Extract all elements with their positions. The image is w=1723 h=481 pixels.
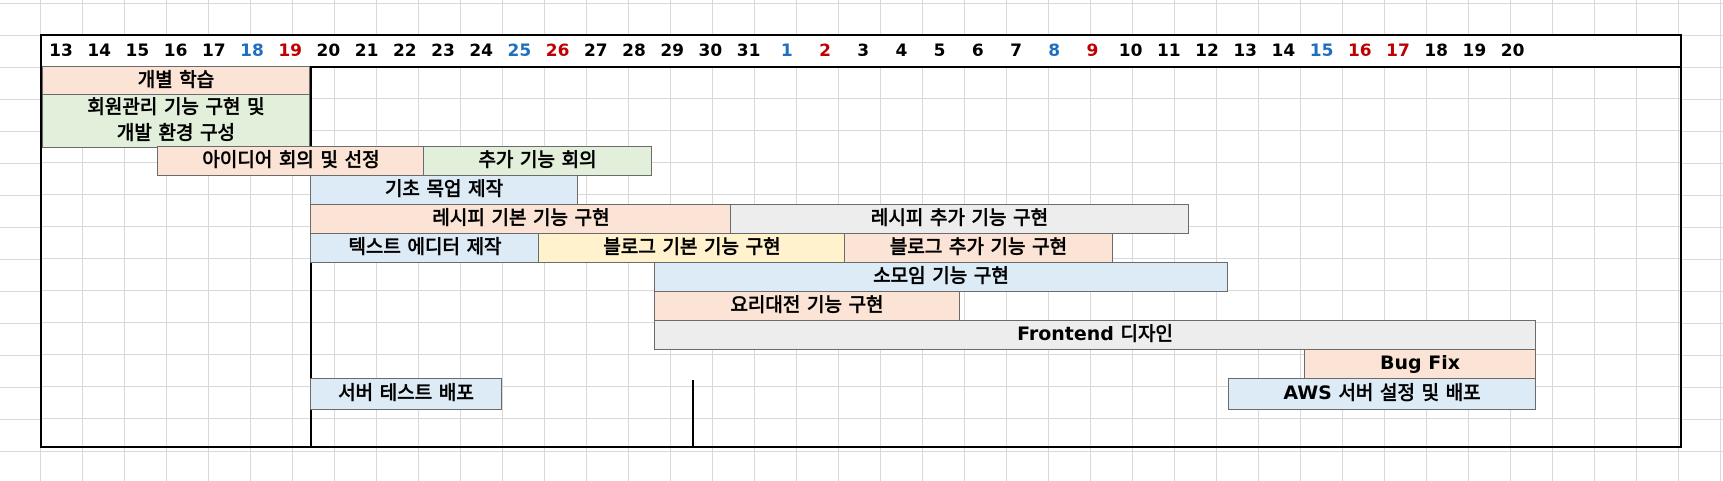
- day-label: 2: [819, 41, 831, 61]
- day-label: 16: [1347, 41, 1372, 61]
- task-recipe-extra[interactable]: 레시피 추가 기능 구현: [730, 204, 1189, 234]
- day-label: 6: [971, 41, 984, 61]
- day-label: 16: [163, 41, 188, 61]
- day-label: 11: [1156, 41, 1181, 61]
- day-label: 28: [622, 41, 646, 61]
- column-divider: [692, 380, 694, 446]
- task-text-editor[interactable]: 텍스트 에디터 제작: [310, 233, 540, 263]
- task-recipe-basic[interactable]: 레시피 기본 기능 구현: [310, 204, 732, 234]
- day-label: 22: [392, 41, 417, 61]
- day-label: 9: [1086, 41, 1099, 61]
- task-aws-deploy[interactable]: AWS 서버 설정 및 배포: [1228, 378, 1536, 410]
- day-label: 19: [1462, 41, 1487, 61]
- day-label: 30: [698, 41, 723, 61]
- day-label: 20: [316, 41, 341, 61]
- gantt-chart: 13 14 15 16 17 18 19 20 21 22 23 24 25 26 27 28 29 30 31 1 2…: [40, 34, 1682, 448]
- day-label: 19: [278, 41, 303, 61]
- task-extra-feature-meeting[interactable]: 추가 기능 회의: [423, 146, 652, 176]
- day-label: 20: [1500, 41, 1525, 61]
- day-label: 17: [201, 41, 226, 61]
- task-cooking-contest[interactable]: 요리대전 기능 구현: [654, 291, 960, 321]
- day-label: 27: [583, 41, 608, 61]
- date-header-row: 13 14 15 16 17 18 19 20 21 22 23 24 25 26 27 28 29 30 31 1 2…: [42, 36, 1680, 68]
- day-label: 23: [431, 41, 455, 61]
- day-label: 13: [49, 41, 73, 61]
- task-server-test-deploy[interactable]: 서버 테스트 배포: [310, 378, 502, 410]
- task-blog-basic[interactable]: 블로그 기본 기능 구현: [538, 233, 846, 263]
- task-small-group[interactable]: 소모임 기능 구현: [654, 262, 1228, 292]
- day-label: 25: [507, 41, 532, 61]
- day-label: 4: [895, 41, 908, 61]
- day-label: 18: [1424, 41, 1449, 61]
- task-individual-study[interactable]: 개별 학습: [42, 66, 310, 96]
- day-label: 17: [1386, 41, 1410, 61]
- task-basic-mockup[interactable]: 기초 목업 제작: [310, 175, 578, 205]
- day-label: 7: [1010, 41, 1022, 61]
- day-label: 15: [1309, 41, 1334, 61]
- task-member-management[interactable]: 회원관리 기능 구현 및 개발 환경 구성: [42, 94, 310, 148]
- day-label: 3: [857, 41, 870, 61]
- day-label: 21: [354, 41, 379, 61]
- day-label: 15: [125, 41, 150, 61]
- day-label: 31: [736, 41, 761, 61]
- task-blog-extra[interactable]: 블로그 추가 기능 구현: [844, 233, 1113, 263]
- day-label: 18: [240, 41, 264, 61]
- day-label: 14: [87, 41, 112, 61]
- day-label: 1: [780, 41, 793, 61]
- day-label: 14: [1271, 41, 1296, 61]
- task-bug-fix[interactable]: Bug Fix: [1304, 349, 1536, 379]
- day-label: 5: [933, 41, 946, 61]
- day-label: 29: [660, 41, 685, 61]
- day-label: 12: [1195, 41, 1219, 61]
- day-label: 10: [1118, 41, 1143, 61]
- task-idea-meeting[interactable]: 아이디어 회의 및 선정: [157, 146, 425, 176]
- day-label: 26: [545, 41, 570, 61]
- task-frontend-design[interactable]: Frontend 디자인: [654, 320, 1536, 350]
- day-label: 8: [1048, 41, 1061, 61]
- day-label: 13: [1233, 41, 1258, 61]
- day-label: 24: [469, 41, 494, 61]
